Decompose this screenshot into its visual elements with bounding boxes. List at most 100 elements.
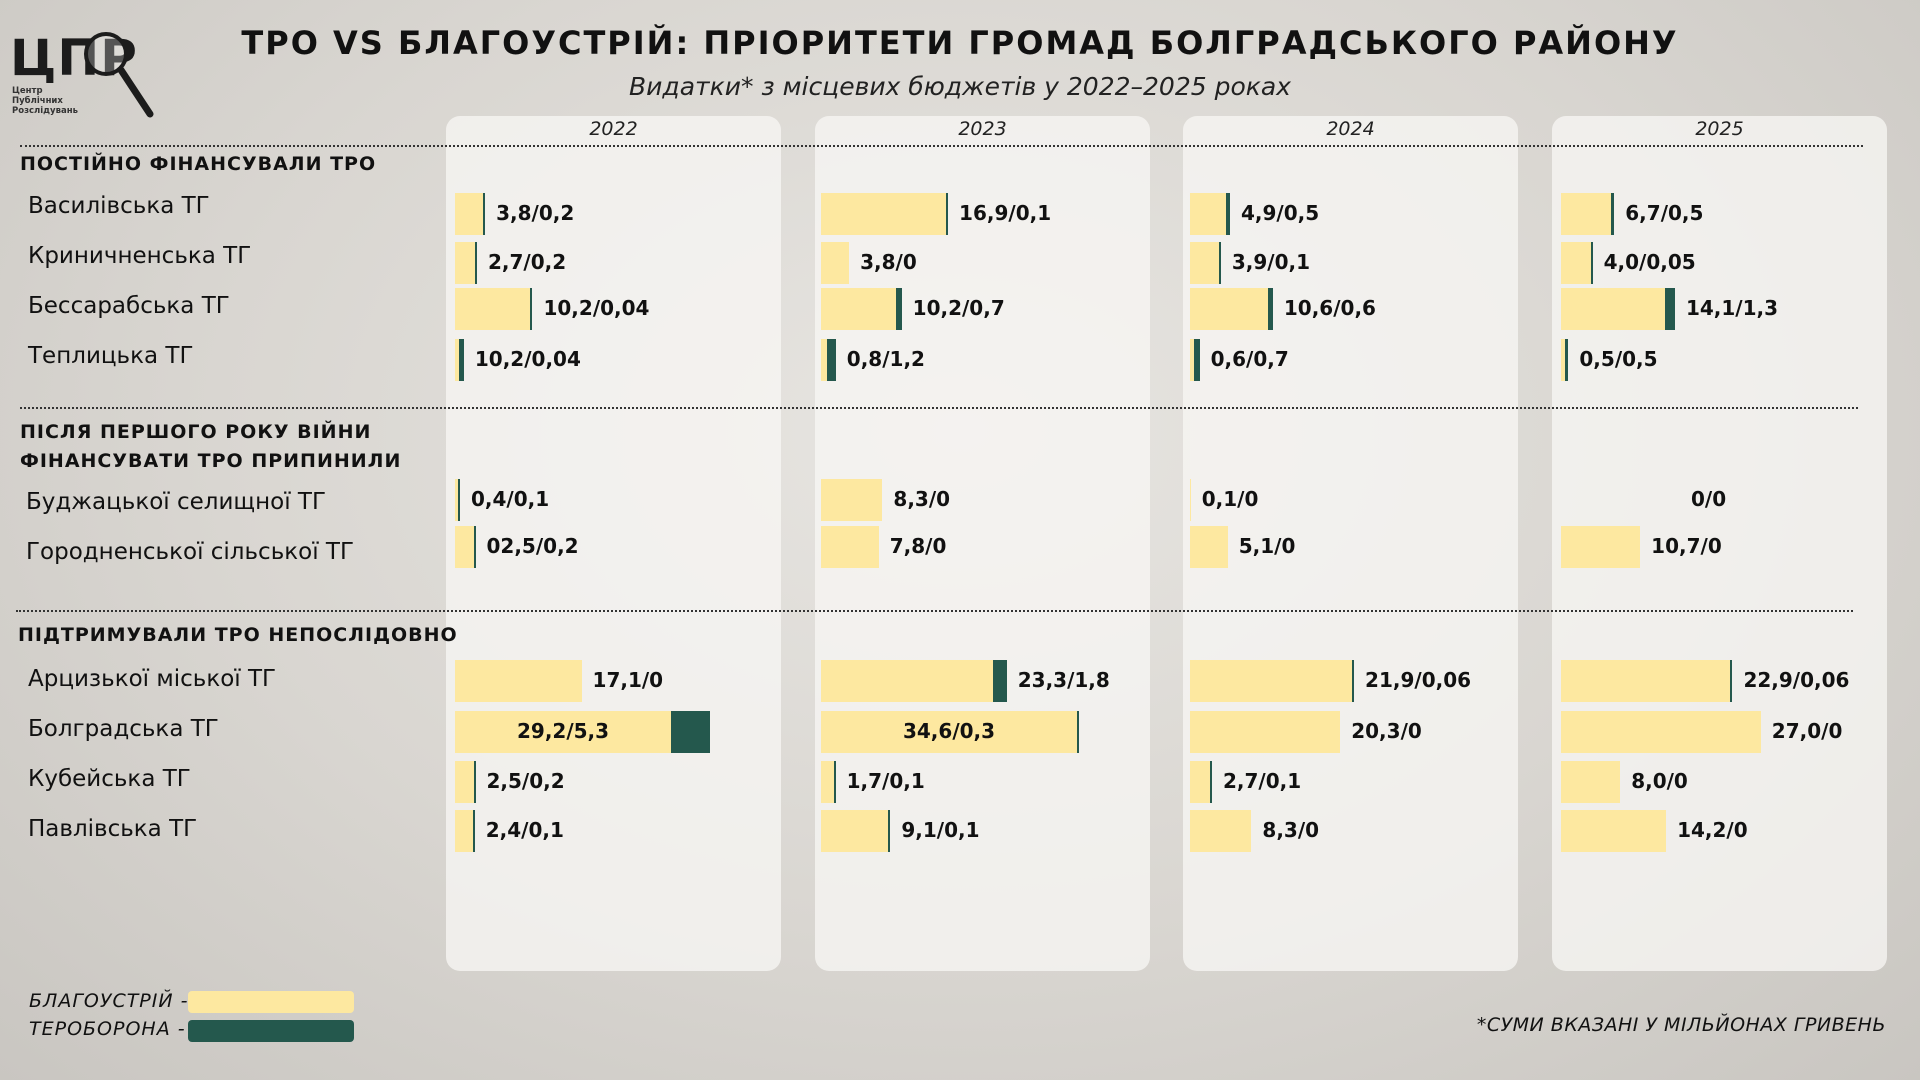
data-label: 20,3/0: [1351, 719, 1422, 743]
legend-label-blagoustriy: БЛАГОУСТРІЙ -: [29, 990, 189, 1012]
bar-blagoustriy: [821, 761, 834, 803]
data-label: 8,0/0: [1631, 769, 1688, 793]
bar-blagoustriy: [1190, 526, 1228, 568]
bar-blagoustriy: [1561, 526, 1641, 568]
magnifier-icon: [84, 32, 154, 118]
logo: ЦПР Центр Публічних Розслідувань: [10, 28, 154, 128]
row-label: Криничненська ТГ: [28, 243, 252, 269]
bar-teroborona: [1665, 288, 1675, 330]
bar-teroborona: [1268, 288, 1273, 330]
legend-label-teroborona: ТЕРОБОРОНА -: [29, 1018, 186, 1040]
data-label: 14,2/0: [1677, 818, 1748, 842]
section-divider: [16, 610, 1853, 612]
bar-blagoustriy: [455, 242, 475, 284]
data-label: 1,7/0,1: [846, 769, 925, 793]
bar-blagoustriy: [1190, 761, 1210, 803]
footnote: *СУМИ ВКАЗАНІ У МІЛЬЙОНАХ ГРИВЕНЬ: [1476, 1014, 1886, 1036]
data-label: 10,7/0: [1651, 534, 1722, 558]
bar-blagoustriy: [1561, 288, 1666, 330]
row-label: Василівська ТГ: [28, 193, 210, 219]
data-label: 10,6/0,6: [1283, 296, 1376, 320]
bar-teroborona: [473, 526, 476, 568]
data-label: 6,7/0,5: [1625, 201, 1704, 225]
logo-caption: Центр Публічних Розслідувань: [12, 86, 78, 116]
bar-blagoustriy: [455, 193, 484, 235]
data-label: 3,8/0: [860, 250, 917, 274]
year-label: 2023: [958, 118, 1007, 140]
data-label: 14,1/1,3: [1685, 296, 1779, 320]
bar-blagoustriy: [821, 711, 1078, 753]
data-label: 2,5/0,2: [486, 769, 565, 793]
bar-blagoustriy: [821, 193, 947, 235]
data-label: 9,1/0,1: [901, 818, 980, 842]
bar-blagoustriy: [455, 288, 531, 330]
bar-teroborona: [1194, 339, 1200, 381]
bar-blagoustriy: [1190, 288, 1269, 330]
year-label: 2022: [589, 118, 638, 140]
chart-title: ТРО VS БЛАГОУСТРІЙ: ПРІОРИТЕТИ ГРОМАД БО…: [241, 24, 1679, 62]
bar-teroborona: [833, 761, 836, 803]
bar-blagoustriy: [1190, 810, 1252, 852]
data-label: 0,4/0,1: [470, 487, 550, 511]
bar-teroborona: [473, 761, 476, 803]
row-label: Павлівська ТГ: [28, 816, 198, 842]
bar-blagoustriy: [1561, 242, 1591, 284]
bar-blagoustriy: [821, 526, 879, 568]
data-label: 34,6/0,3: [902, 719, 996, 743]
bar-teroborona: [1077, 711, 1080, 753]
data-label: 5,1/0: [1238, 534, 1296, 558]
bar-teroborona: [946, 193, 949, 235]
bar-blagoustriy: [821, 339, 827, 381]
bar-blagoustriy: [455, 479, 458, 521]
section-title: ПІДТРИМУВАЛИ ТРО НЕПОСЛІДОВНО: [18, 624, 458, 646]
bar-teroborona: [1218, 242, 1221, 284]
row-label: Арцизької міської ТГ: [28, 666, 277, 692]
bar-teroborona: [1352, 660, 1355, 702]
bar-teroborona: [474, 242, 477, 284]
row-label: Городненської сільської ТГ: [26, 539, 354, 565]
data-label: 7,8/0: [889, 534, 947, 558]
bar-teroborona: [1209, 761, 1212, 803]
bar-blagoustriy: [455, 810, 473, 852]
bar-teroborona: [472, 810, 475, 852]
data-label: 0/0: [1691, 487, 1727, 511]
bar-blagoustriy: [455, 526, 474, 568]
row-label: Болградська ТГ: [28, 716, 219, 742]
bar-blagoustriy: [455, 339, 459, 381]
data-label: 0,6/0,7: [1210, 347, 1289, 371]
section-divider: [20, 145, 1863, 147]
legend-swatch-blagoustriy: [188, 991, 354, 1013]
bar-teroborona: [457, 479, 460, 521]
logo-caption-line: Публічних: [12, 96, 63, 106]
data-label: 4,0/0,05: [1603, 250, 1696, 274]
data-label: 17,1/0: [592, 668, 664, 692]
bar-teroborona: [1730, 660, 1733, 702]
panel-2022: [446, 116, 781, 971]
data-label: 0,5/0,5: [1579, 347, 1658, 371]
bar-blagoustriy: [821, 660, 994, 702]
bar-teroborona: [483, 193, 486, 235]
data-label: 4,9/0,5: [1240, 201, 1320, 225]
data-label: 2,7/0,2: [487, 250, 567, 274]
bar-blagoustriy: [1561, 339, 1565, 381]
data-label: 0,1/0: [1201, 487, 1259, 511]
bar-blagoustriy: [455, 660, 582, 702]
data-label: 27,0/0: [1771, 719, 1843, 743]
bar-teroborona: [1226, 193, 1230, 235]
bar-teroborona: [671, 711, 711, 753]
data-label: 22,9/0,06: [1743, 668, 1850, 692]
bar-teroborona: [1564, 339, 1569, 381]
legend-swatch-teroborona: [188, 1020, 354, 1042]
bar-teroborona: [1610, 193, 1615, 235]
section-divider: [20, 407, 1858, 409]
logo-caption-line: Центр: [12, 86, 43, 96]
data-label: 0,8/1,2: [846, 347, 925, 371]
row-label: Бессарабська ТГ: [28, 293, 230, 319]
data-label: 21,9/0,06: [1365, 668, 1472, 692]
bar-teroborona: [993, 660, 1007, 702]
chart-subtitle: Видатки* з місцевих бюджетів у 2022–2025…: [629, 72, 1291, 101]
data-label: 23,3/1,8: [1017, 668, 1110, 692]
bar-blagoustriy: [821, 288, 897, 330]
bar-teroborona: [530, 288, 533, 330]
data-label: 10,2/0,04: [474, 347, 581, 371]
